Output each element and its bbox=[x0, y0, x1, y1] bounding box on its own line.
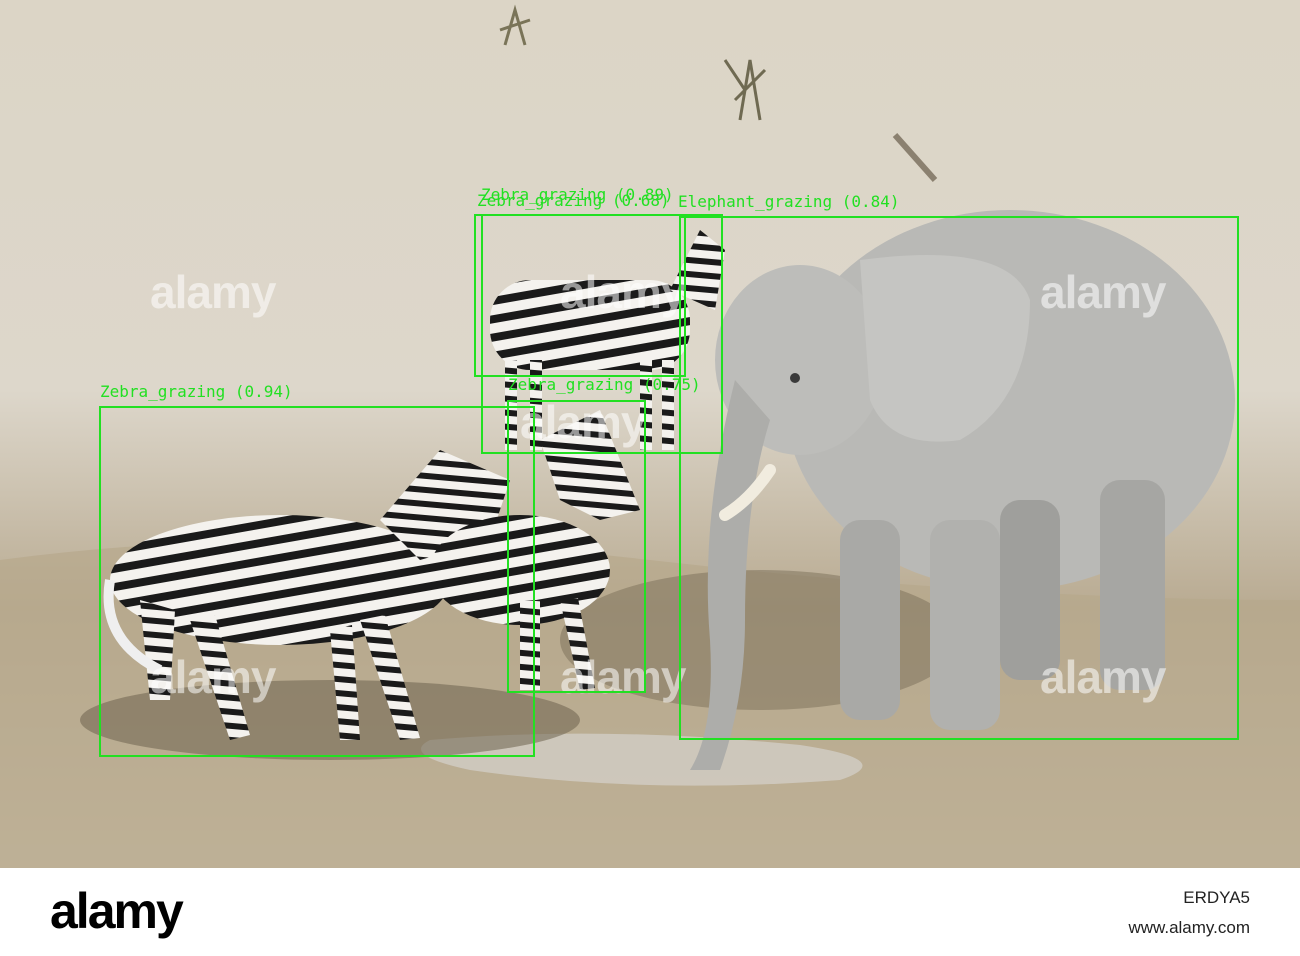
stock-footer: alamy ERDYA5 www.alamy.com bbox=[0, 868, 1300, 956]
footer-url: www.alamy.com bbox=[1128, 918, 1250, 937]
watermark: alamy bbox=[520, 396, 646, 448]
shadow bbox=[80, 680, 580, 760]
zebra-far bbox=[490, 230, 725, 450]
watermark: alamy bbox=[150, 651, 276, 703]
watermark: alamy bbox=[150, 266, 276, 318]
image-id: ERDYA5 bbox=[1183, 888, 1250, 907]
watermark: alamy bbox=[560, 651, 686, 703]
watermark: alamy bbox=[1040, 266, 1166, 318]
zebra-left bbox=[103, 450, 510, 740]
elephant bbox=[690, 210, 1235, 770]
watermark: alamy bbox=[1040, 651, 1166, 703]
savanna-photo: alamy alamy alamy alamy alamy alamy alam… bbox=[0, 0, 1300, 868]
alamy-logo: alamy bbox=[50, 883, 184, 939]
zebra-middle bbox=[430, 410, 640, 690]
watermark: alamy bbox=[560, 266, 686, 318]
bush bbox=[499, 4, 531, 46]
log bbox=[892, 133, 938, 182]
water-puddle bbox=[421, 733, 863, 786]
scene-illustration bbox=[0, 0, 1300, 868]
bush bbox=[723, 59, 767, 121]
